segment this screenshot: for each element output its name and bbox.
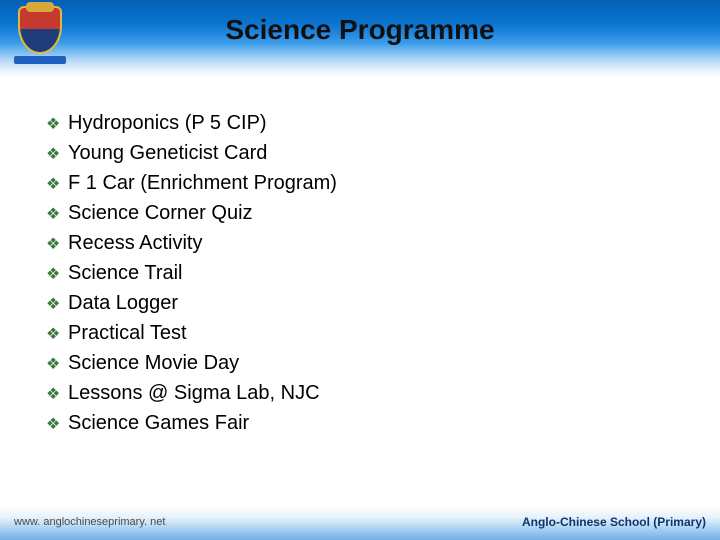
list-item-label: F 1 Car (Enrichment Program) (68, 168, 337, 198)
list-item: ❖ Recess Activity (46, 228, 680, 258)
bullet-icon: ❖ (46, 203, 68, 227)
list-item-label: Science Movie Day (68, 348, 239, 378)
list-item: ❖ Young Geneticist Card (46, 138, 680, 168)
list-item: ❖ Science Corner Quiz (46, 198, 680, 228)
crest-ribbon (14, 56, 66, 64)
list-item-label: Recess Activity (68, 228, 202, 258)
bullet-icon: ❖ (46, 353, 68, 377)
list-item-label: Young Geneticist Card (68, 138, 267, 168)
page-title: Science Programme (0, 14, 720, 46)
bullet-icon: ❖ (46, 113, 68, 137)
list-item: ❖ Hydroponics (P 5 CIP) (46, 108, 680, 138)
list-item: ❖ Science Movie Day (46, 348, 680, 378)
bullet-icon: ❖ (46, 263, 68, 287)
bullet-icon: ❖ (46, 323, 68, 347)
bullet-icon: ❖ (46, 173, 68, 197)
programme-list: ❖ Hydroponics (P 5 CIP) ❖ Young Genetici… (46, 108, 680, 438)
bullet-icon: ❖ (46, 383, 68, 407)
footer-band: www. anglochineseprimary. net Anglo-Chin… (0, 506, 720, 540)
list-item-label: Data Logger (68, 288, 178, 318)
list-item: ❖ Science Games Fair (46, 408, 680, 438)
bullet-icon: ❖ (46, 293, 68, 317)
bullet-icon: ❖ (46, 233, 68, 257)
list-item-label: Hydroponics (P 5 CIP) (68, 108, 267, 138)
bullet-icon: ❖ (46, 413, 68, 437)
list-item-label: Science Trail (68, 258, 183, 288)
list-item-label: Science Games Fair (68, 408, 249, 438)
list-item-label: Lessons @ Sigma Lab, NJC (68, 378, 320, 408)
list-item: ❖ Data Logger (46, 288, 680, 318)
list-item: ❖ F 1 Car (Enrichment Program) (46, 168, 680, 198)
list-item: ❖ Practical Test (46, 318, 680, 348)
list-item-label: Science Corner Quiz (68, 198, 253, 228)
list-item-label: Practical Test (68, 318, 187, 348)
footer-school-name: Anglo-Chinese School (Primary) (522, 515, 706, 529)
bullet-icon: ❖ (46, 143, 68, 167)
list-item: ❖ Lessons @ Sigma Lab, NJC (46, 378, 680, 408)
footer-url: www. anglochineseprimary. net (14, 516, 165, 528)
list-item: ❖ Science Trail (46, 258, 680, 288)
